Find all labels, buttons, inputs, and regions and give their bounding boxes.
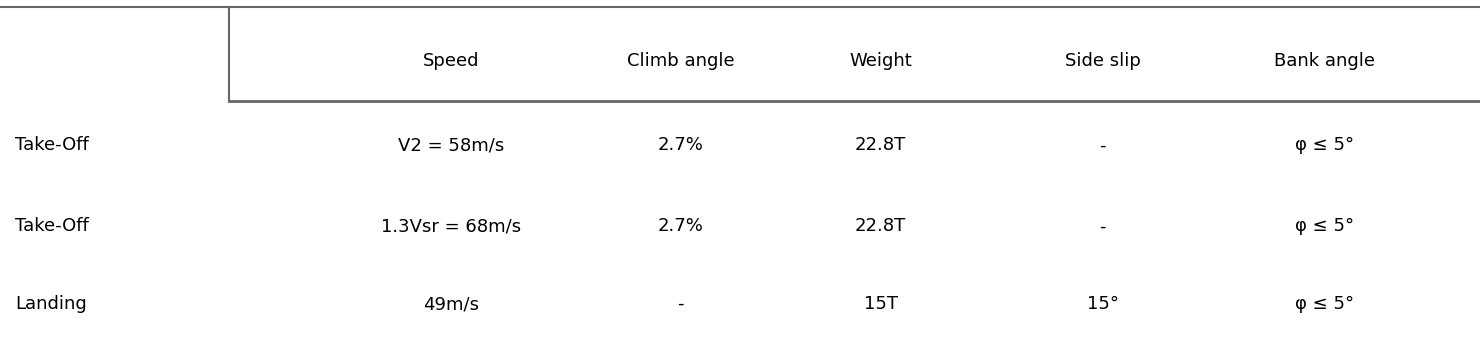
Text: φ ≤ 5°: φ ≤ 5° xyxy=(1295,136,1354,154)
Text: Take-Off: Take-Off xyxy=(15,136,89,154)
Text: φ ≤ 5°: φ ≤ 5° xyxy=(1295,217,1354,236)
Text: V2 = 58m/s: V2 = 58m/s xyxy=(398,136,505,154)
Text: 49m/s: 49m/s xyxy=(423,295,480,313)
Text: Weight: Weight xyxy=(850,52,912,70)
Text: Speed: Speed xyxy=(423,52,480,70)
Text: 22.8T: 22.8T xyxy=(855,136,906,154)
Text: -: - xyxy=(1100,136,1106,154)
Text: 2.7%: 2.7% xyxy=(659,217,703,236)
Text: Bank angle: Bank angle xyxy=(1274,52,1375,70)
Text: 2.7%: 2.7% xyxy=(659,136,703,154)
Text: Landing: Landing xyxy=(15,295,86,313)
Text: φ ≤ 5°: φ ≤ 5° xyxy=(1295,295,1354,313)
Text: Climb angle: Climb angle xyxy=(628,52,734,70)
Text: 22.8T: 22.8T xyxy=(855,217,906,236)
Text: Take-Off: Take-Off xyxy=(15,217,89,236)
Text: Side slip: Side slip xyxy=(1064,52,1141,70)
Text: -: - xyxy=(678,295,684,313)
Text: 15°: 15° xyxy=(1086,295,1119,313)
Text: -: - xyxy=(1100,217,1106,236)
Text: 1.3Vsr = 68m/s: 1.3Vsr = 68m/s xyxy=(382,217,521,236)
Text: 15T: 15T xyxy=(864,295,897,313)
